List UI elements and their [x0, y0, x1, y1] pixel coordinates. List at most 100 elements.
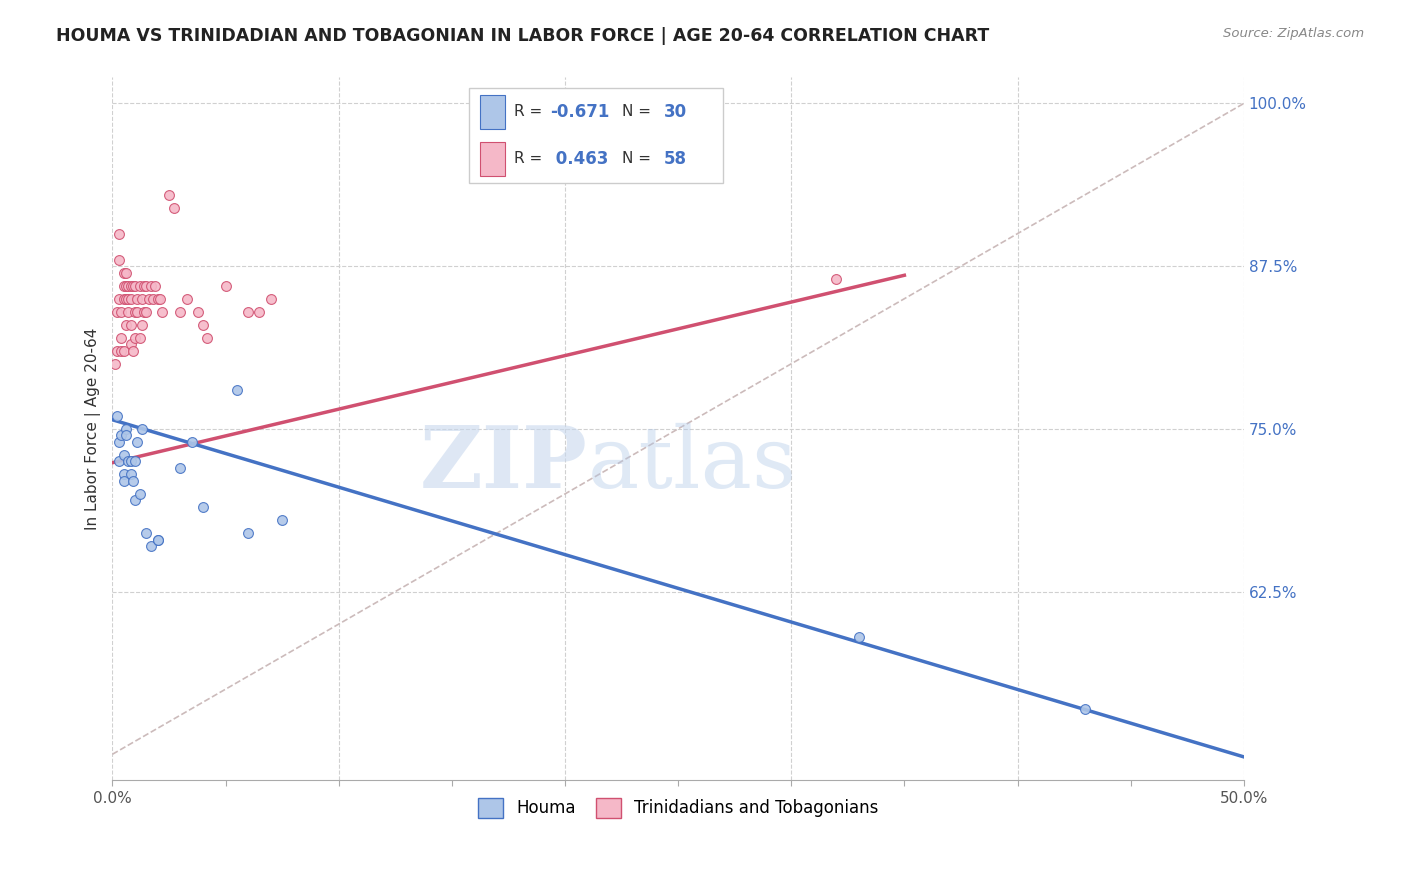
Point: [108, 227, 131, 241]
Point: [112, 448, 135, 462]
Point: [120, 337, 142, 351]
Point: [115, 266, 138, 280]
Point: [112, 467, 135, 482]
Text: ZIP: ZIP: [420, 422, 588, 506]
Point: [150, 304, 173, 318]
Point: [121, 343, 143, 358]
Point: [146, 533, 169, 547]
Point: [260, 292, 283, 306]
Point: [120, 278, 142, 293]
Point: [135, 304, 157, 318]
Point: [139, 539, 162, 553]
Text: 30: 30: [664, 103, 686, 121]
Point: [121, 278, 143, 293]
Point: [112, 343, 135, 358]
Text: N =: N =: [621, 152, 655, 167]
Text: 0.463: 0.463: [550, 150, 609, 168]
Point: [132, 278, 155, 293]
Point: [115, 422, 138, 436]
Text: Source: ZipAtlas.com: Source: ZipAtlas.com: [1223, 27, 1364, 40]
Point: [135, 278, 157, 293]
Point: [115, 318, 138, 332]
FancyBboxPatch shape: [468, 88, 723, 183]
Point: [117, 278, 139, 293]
Point: [146, 292, 169, 306]
Point: [112, 278, 135, 293]
Point: [139, 278, 162, 293]
FancyBboxPatch shape: [479, 142, 505, 176]
Point: [131, 292, 153, 306]
Point: [128, 487, 150, 501]
Point: [110, 331, 132, 345]
Point: [124, 278, 146, 293]
Point: [112, 292, 135, 306]
Point: [105, 304, 128, 318]
Point: [105, 343, 128, 358]
Y-axis label: In Labor Force | Age 20-64: In Labor Force | Age 20-64: [86, 327, 101, 530]
Point: [127, 304, 149, 318]
Point: [131, 318, 153, 332]
Point: [120, 454, 142, 468]
Point: [132, 304, 155, 318]
Point: [848, 630, 870, 644]
Point: [108, 454, 131, 468]
Point: [112, 474, 135, 488]
Point: [105, 409, 128, 423]
Point: [115, 428, 138, 442]
Point: [169, 461, 191, 475]
Point: [825, 272, 848, 286]
Point: [145, 278, 167, 293]
Point: [138, 292, 160, 306]
Point: [127, 292, 149, 306]
Point: [128, 331, 150, 345]
Point: [238, 304, 260, 318]
Point: [115, 292, 138, 306]
Text: HOUMA VS TRINIDADIAN AND TOBAGONIAN IN LABOR FORCE | AGE 20-64 CORRELATION CHART: HOUMA VS TRINIDADIAN AND TOBAGONIAN IN L…: [56, 27, 990, 45]
Text: atlas: atlas: [588, 423, 797, 506]
Point: [120, 318, 142, 332]
Point: [128, 278, 150, 293]
Point: [117, 454, 139, 468]
Point: [121, 474, 143, 488]
Point: [238, 526, 260, 541]
Text: N =: N =: [621, 104, 655, 120]
Point: [108, 252, 131, 267]
Point: [124, 304, 146, 318]
Point: [112, 266, 135, 280]
Point: [191, 318, 214, 332]
Point: [124, 331, 146, 345]
Point: [108, 434, 131, 449]
Point: [146, 533, 169, 547]
Point: [197, 331, 219, 345]
Point: [115, 278, 138, 293]
Point: [1074, 702, 1097, 716]
Point: [162, 201, 184, 215]
Point: [110, 428, 132, 442]
Point: [135, 526, 157, 541]
Point: [169, 304, 191, 318]
Text: -0.671: -0.671: [550, 103, 610, 121]
Point: [180, 434, 202, 449]
Text: R =: R =: [515, 152, 547, 167]
Text: R =: R =: [515, 104, 547, 120]
FancyBboxPatch shape: [479, 95, 505, 128]
Point: [249, 304, 271, 318]
Point: [124, 454, 146, 468]
Point: [124, 493, 146, 508]
Point: [214, 278, 236, 293]
Point: [110, 343, 132, 358]
Point: [271, 513, 294, 527]
Point: [104, 357, 127, 371]
Point: [120, 467, 142, 482]
Point: [117, 304, 139, 318]
Point: [176, 292, 198, 306]
Point: [142, 292, 165, 306]
Text: 58: 58: [664, 150, 686, 168]
Point: [225, 383, 247, 397]
Point: [117, 292, 139, 306]
Point: [187, 304, 209, 318]
Point: [108, 292, 131, 306]
Point: [157, 187, 180, 202]
Point: [110, 304, 132, 318]
Point: [149, 292, 172, 306]
